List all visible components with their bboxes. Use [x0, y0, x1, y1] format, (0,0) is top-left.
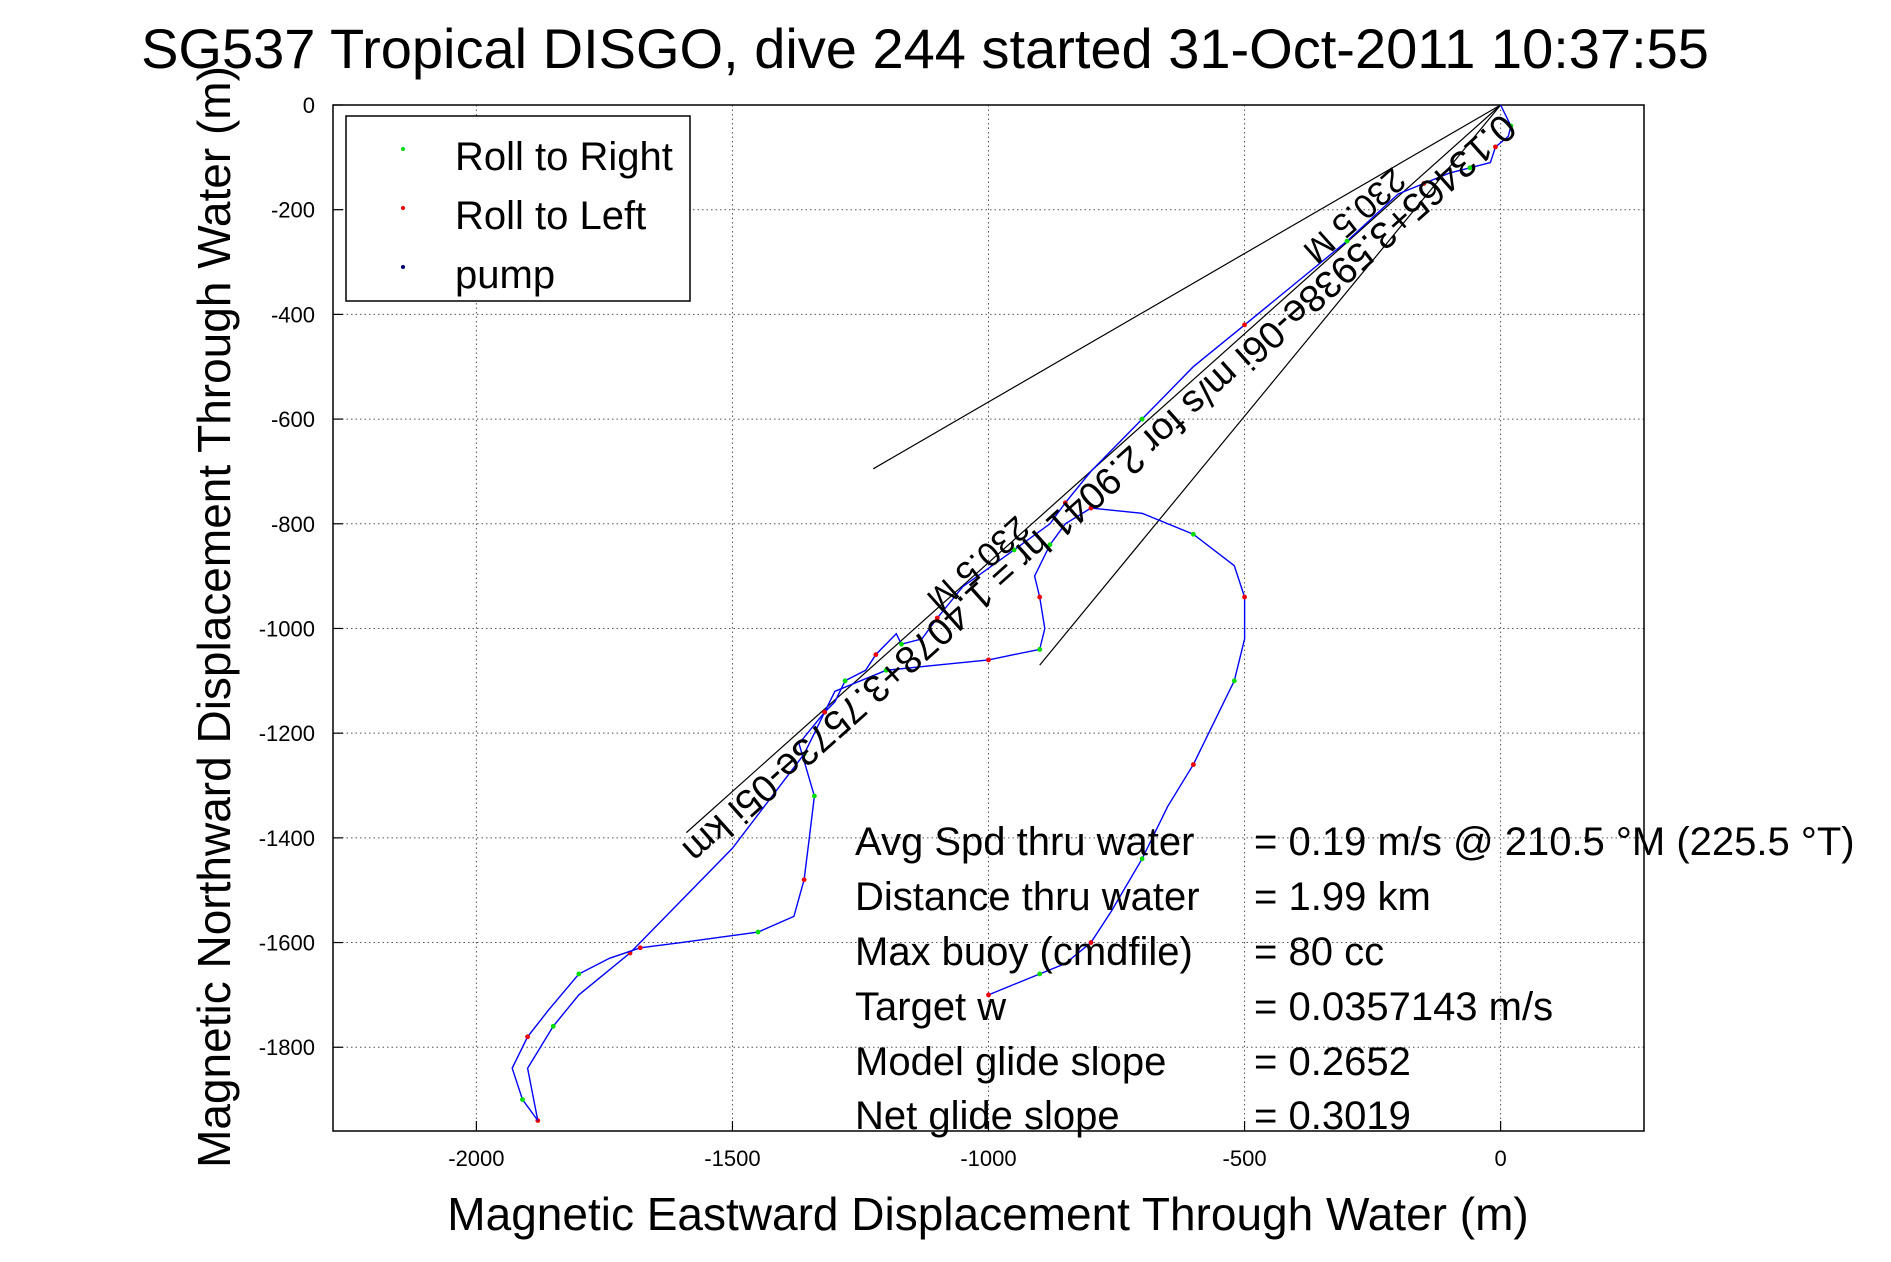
y-tick-label: -600	[271, 407, 315, 432]
grid	[333, 104, 1644, 1131]
y-tick-label: -800	[271, 512, 315, 537]
stat-value-model-glide: = 0.2652	[1254, 1040, 1411, 1084]
track-point	[1037, 971, 1043, 977]
track-point	[1242, 322, 1247, 328]
legend-label-right: Roll to Right	[455, 135, 673, 179]
legend-marker-pump	[401, 265, 405, 269]
stat-label-net-glide: Net glide slope	[855, 1094, 1120, 1138]
legend-marker-left	[401, 206, 405, 210]
stat-value-avg-speed: = 0.19 m/s @ 210.5 °M (225.5 °T)	[1254, 820, 1855, 864]
track-point	[1047, 542, 1053, 548]
stat-label-avg-speed: Avg Spd thru water	[855, 820, 1194, 864]
track-point	[899, 641, 904, 647]
track-point	[525, 1034, 531, 1040]
stats-block: Avg Spd thru water = 0.19 m/s @ 210.5 °M…	[855, 820, 1855, 1138]
x-tick-label: -500	[1223, 1146, 1267, 1171]
y-tick-label: -1600	[259, 931, 315, 956]
track-point	[986, 992, 991, 998]
track-point	[1344, 238, 1350, 244]
track-point	[883, 667, 889, 673]
track-point	[1508, 123, 1514, 129]
y-tick-label: 0	[303, 93, 315, 118]
track-point	[1493, 144, 1498, 150]
track-path-0	[526, 104, 1512, 1121]
stat-label-model-glide: Model glide slope	[855, 1040, 1166, 1084]
x-tick-label: -1000	[960, 1146, 1016, 1171]
track-point	[1139, 416, 1145, 422]
legend: Roll to Right Roll to Left pump	[345, 115, 691, 302]
track-point	[822, 709, 828, 715]
track-point	[811, 793, 817, 799]
track-point	[1421, 181, 1427, 186]
track-point	[1139, 856, 1145, 862]
track-point	[576, 971, 582, 977]
track-point	[637, 945, 643, 951]
track-point	[1242, 594, 1247, 600]
track-point	[1231, 678, 1237, 684]
track-point	[986, 657, 991, 663]
main-vector-label: 0.13465+3.5938e-06i m/s for 2.9041 hr = …	[674, 105, 1523, 871]
track-series	[511, 104, 1514, 1123]
track-point	[1467, 165, 1473, 171]
track-point	[1190, 531, 1196, 537]
track-point	[1062, 500, 1068, 506]
track-path-1	[511, 507, 1246, 1121]
track-point	[520, 1097, 525, 1102]
y-tick-label: -400	[271, 302, 315, 327]
stat-label-distance: Distance thru water	[855, 875, 1200, 919]
cone-line-lower	[1039, 104, 1502, 666]
track-point	[873, 652, 879, 658]
y-axis: 0 -200 -400 -600 -800 -1000 -1200 -1400 -1600 -18…	[259, 93, 343, 1060]
track-point	[934, 615, 940, 621]
x-axis-label: Magnetic Eastward Displacement Through W…	[447, 1188, 1528, 1240]
stat-value-max-buoy: = 80 cc	[1254, 930, 1384, 974]
track-point	[550, 1023, 556, 1029]
track-point	[1190, 762, 1196, 767]
track-point	[755, 929, 761, 935]
stat-label-target-w: Target w	[855, 985, 1006, 1029]
y-axis-label: Magnetic Northward Displacement Through …	[188, 66, 240, 1168]
legend-label-left: Roll to Left	[455, 194, 646, 238]
y-tick-label: -1200	[259, 721, 315, 746]
legend-label-pump: pump	[455, 253, 555, 297]
stat-value-target-w: = 0.0357143 m/s	[1254, 985, 1553, 1029]
x-tick-label: -1500	[704, 1146, 760, 1171]
x-tick-label: 0	[1494, 1146, 1506, 1171]
legend-marker-right	[401, 147, 405, 151]
y-tick-label: -1400	[259, 826, 315, 851]
cone-line-upper	[872, 104, 1501, 470]
stat-value-distance: = 1.99 km	[1254, 875, 1431, 919]
track-point	[842, 678, 848, 684]
stat-value-net-glide: = 0.3019	[1254, 1094, 1411, 1138]
stat-label-max-buoy: Max buoy (cmdfile)	[855, 930, 1193, 974]
x-axis: -2000 -1500 -1000 -500 0	[448, 1121, 1507, 1171]
y-tick-label: -1800	[259, 1035, 315, 1060]
x-tick-label: -2000	[448, 1146, 504, 1171]
track-point	[1037, 594, 1043, 600]
y-tick-label: -200	[271, 198, 315, 223]
track-point	[1037, 647, 1043, 652]
y-tick-label: -1000	[259, 616, 315, 641]
track-point	[801, 877, 807, 883]
chart-title: SG537 Tropical DISGO, dive 244 started 3…	[141, 17, 1709, 80]
track-point	[1088, 940, 1094, 945]
track-point	[1011, 547, 1017, 553]
track-point	[1088, 505, 1094, 511]
